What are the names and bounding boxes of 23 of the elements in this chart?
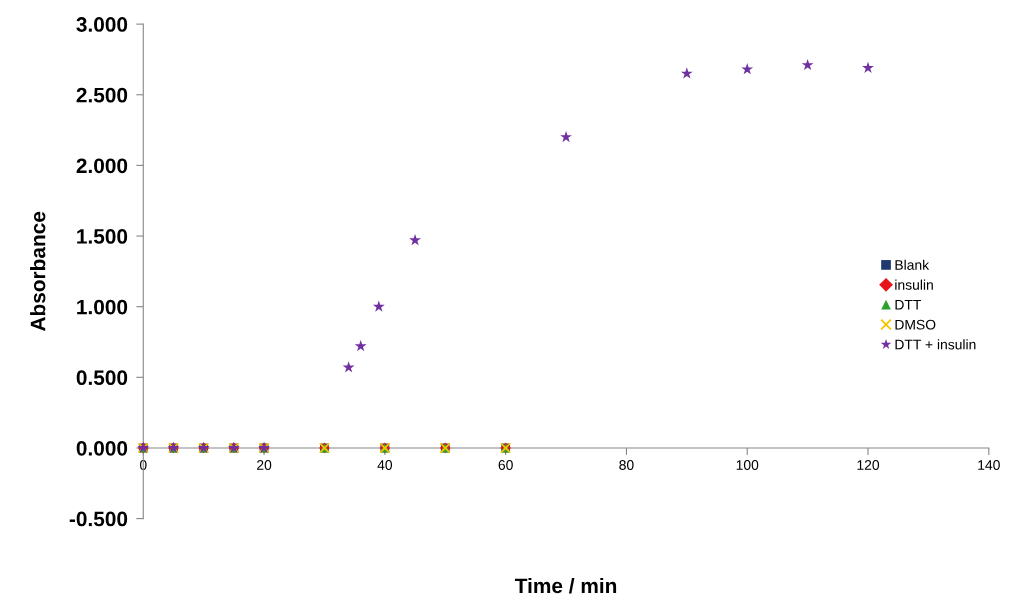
y-axis-title: Absorbance	[30, 211, 46, 332]
legend-label: DTT + insulin	[895, 339, 976, 350]
y-tick-label: 0.000	[76, 440, 128, 456]
y-tick-label: 2.500	[76, 87, 128, 103]
y-tick-label: 1.000	[77, 299, 128, 315]
legend-label: DMSO	[895, 319, 936, 330]
y-tick-label: 2.000	[76, 158, 128, 174]
legend-label: insulin	[895, 279, 933, 290]
x-tick-label: 60	[498, 460, 513, 470]
x-tick-label: 20	[257, 460, 272, 470]
x-tick-label: 80	[619, 460, 634, 470]
x-tick-label: 120	[857, 460, 880, 470]
y-tick-label: 3.000	[76, 17, 128, 32]
x-tick-label: 140	[978, 460, 1000, 470]
x-tick-label: 0	[139, 460, 147, 470]
y-tick-label: 0.500	[76, 370, 128, 386]
y-tick-label: 1.500	[77, 229, 128, 244]
legend-label: Blank	[895, 259, 930, 270]
x-axis-title: Time / min	[514, 577, 617, 594]
x-tick-label: 100	[736, 460, 759, 470]
x-tick-label: 40	[377, 460, 393, 470]
y-tick-label: -0.500	[69, 511, 128, 527]
legend-label: DTT	[895, 300, 922, 310]
